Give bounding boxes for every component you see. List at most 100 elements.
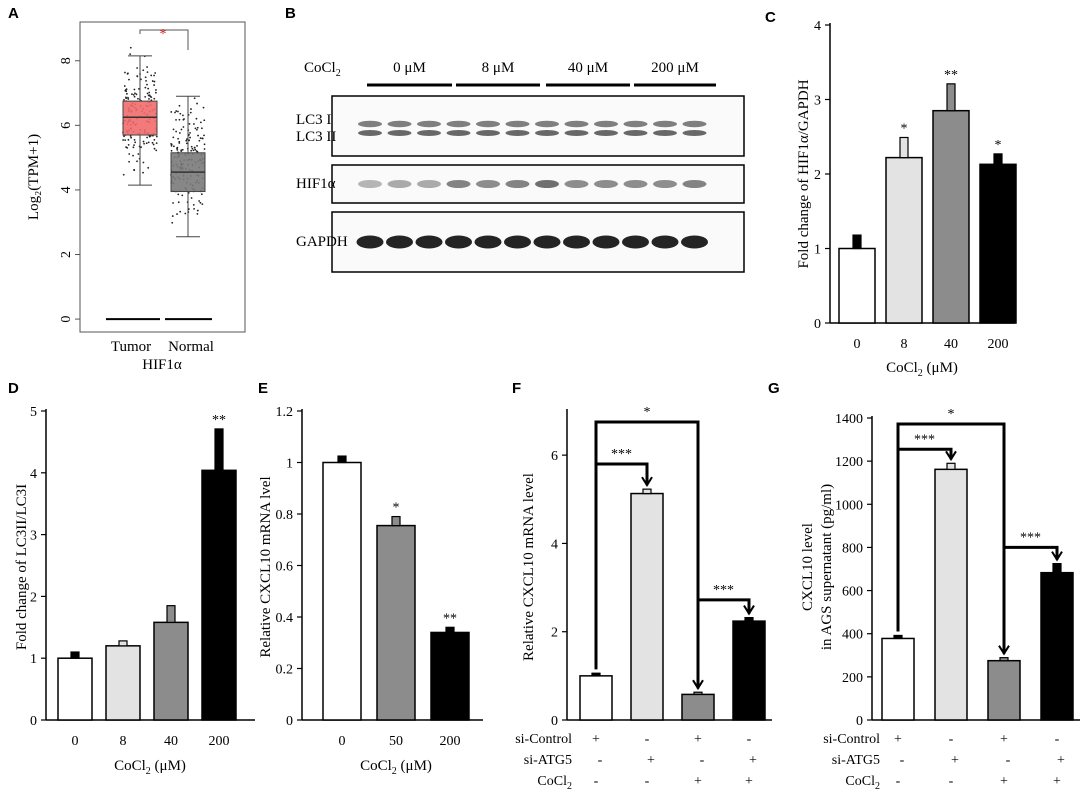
data-point: [172, 128, 175, 131]
condition-sign: -: [598, 753, 603, 768]
data-point: [146, 66, 148, 68]
condition-sign: +: [694, 732, 702, 747]
bar: [201, 469, 237, 721]
significance-bracket: [139, 29, 189, 50]
data-point: [142, 69, 145, 72]
y-tick-label: 8: [59, 57, 74, 64]
panel-label-C: C: [765, 9, 776, 26]
data-point: [129, 46, 132, 49]
data-point: [201, 137, 204, 140]
band-gapdh: [651, 235, 679, 249]
data-point: [196, 150, 199, 153]
data-point: [133, 144, 135, 147]
condition-sign: +: [745, 774, 753, 789]
data-point: [126, 72, 129, 75]
condition-sign: -: [1055, 732, 1060, 747]
bracket-arrowhead: [998, 645, 1010, 656]
data-point: [179, 112, 182, 115]
data-point: [130, 136, 133, 139]
data-point: [182, 118, 185, 121]
data-point: [153, 84, 156, 86]
bar: [881, 637, 915, 721]
bar: [57, 657, 93, 721]
data-point: [151, 141, 154, 144]
error-bar: [693, 691, 703, 695]
y-tick-label: 4: [814, 19, 821, 34]
data-point: [189, 136, 191, 139]
panel-label-E: E: [258, 380, 268, 397]
band-lc3-ii: [682, 130, 707, 136]
chart-D: 0 1 2 3 4 5 0 8 40 ** 200: [30, 405, 255, 749]
data-point: [146, 83, 148, 86]
data-point: [125, 92, 128, 95]
bar: [579, 675, 613, 721]
data-point: [138, 87, 140, 90]
data-point: [153, 138, 156, 141]
y-tick-label: 3: [814, 94, 821, 109]
panel-label-G: G: [768, 380, 780, 397]
data-point: [175, 118, 177, 121]
data-point: [134, 92, 136, 95]
data-point: [170, 111, 173, 113]
significance-marker: **: [944, 68, 958, 83]
condition-sign: +: [694, 774, 702, 789]
error-bar: [642, 488, 652, 495]
data-point: [133, 138, 136, 141]
bar: [732, 620, 766, 721]
band-gapdh: [356, 235, 384, 249]
band-lc3-ii: [564, 130, 589, 136]
treatment-label: CoCl2: [304, 60, 341, 79]
band-lc3-i: [358, 120, 382, 128]
data-point: [188, 123, 191, 125]
y-tick-label: 1000: [835, 498, 863, 513]
x-tick-label: 8: [901, 337, 908, 352]
data-point: [178, 142, 181, 144]
band-gapdh: [533, 235, 561, 249]
data-point: [203, 143, 206, 146]
data-point: [181, 114, 184, 117]
concentration-label: 8 μM: [482, 60, 515, 76]
data-point: [155, 89, 157, 91]
data-point: [148, 98, 150, 100]
x-axis-unit: (μM): [397, 758, 432, 774]
error-bar: [893, 634, 903, 640]
condition-sign: -: [896, 774, 901, 789]
data-point: [147, 141, 150, 144]
x-tick-label: 200: [209, 734, 230, 749]
data-point: [155, 142, 158, 144]
data-point: [133, 95, 136, 98]
band-hif1a: [358, 180, 382, 188]
error-bar: [1052, 563, 1062, 574]
data-point: [137, 153, 140, 155]
band-lc3-i: [476, 120, 500, 128]
data-point: [179, 210, 182, 213]
data-point: [198, 200, 201, 202]
bracket-label: *: [948, 407, 955, 422]
bracket-arrowhead: [1051, 551, 1063, 562]
band-hif1a: [476, 180, 500, 188]
error-bar: [391, 515, 401, 527]
data-point: [136, 160, 138, 163]
condition-sign: -: [645, 732, 650, 747]
band-lc3-ii: [653, 130, 677, 136]
data-point: [180, 149, 183, 152]
data-point: [126, 146, 129, 149]
bar: [838, 247, 876, 324]
x-tick-label: 0: [339, 734, 346, 749]
data-point: [122, 173, 125, 176]
band-lc3-ii: [476, 130, 500, 136]
significance-marker: *: [901, 121, 908, 136]
data-point: [194, 127, 197, 130]
bar: [630, 492, 664, 721]
x-axis-title: CoCl2 (μM): [114, 758, 186, 777]
data-point: [123, 85, 126, 87]
x-axis-unit: (μM): [923, 360, 958, 376]
condition-sign: -: [949, 732, 954, 747]
x-axis-title: CoCl2 (μM): [886, 360, 958, 379]
data-point: [150, 74, 153, 77]
data-point: [185, 142, 188, 145]
y-tick-label: 0.2: [276, 663, 294, 678]
band-hif1a: [505, 180, 530, 188]
x-tick-label: 0: [72, 734, 79, 749]
